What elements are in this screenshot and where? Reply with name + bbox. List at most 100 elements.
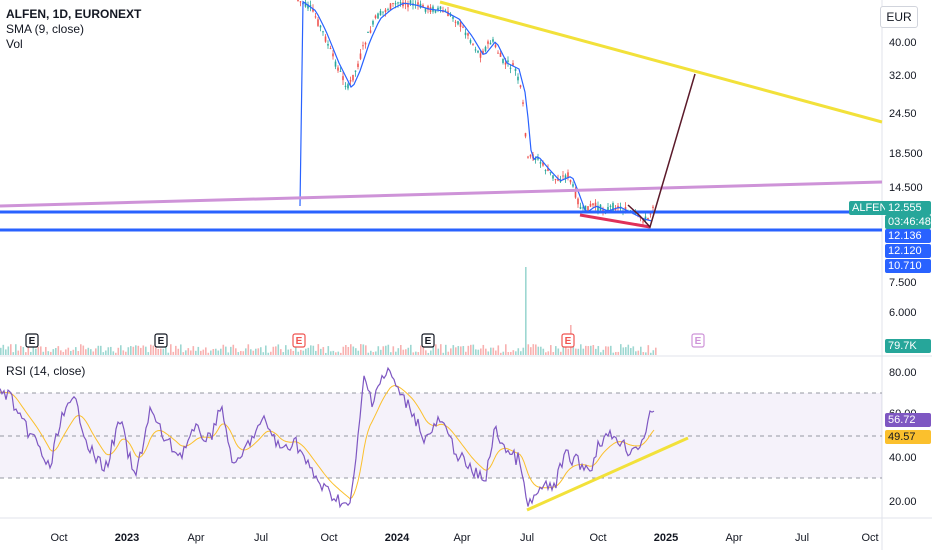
volume-bar [110, 346, 112, 355]
volume-bar [162, 348, 165, 355]
volume-bar [607, 346, 610, 355]
time-axis-label: Jul [520, 532, 534, 544]
volume-bar [215, 348, 217, 355]
candle-body [454, 21, 457, 23]
volume-bar [467, 345, 470, 355]
volume-bar [67, 347, 70, 355]
time-axis-label: Jul [795, 532, 809, 544]
volume-bar [172, 351, 175, 355]
candle-body [389, 3, 392, 10]
time-axis-label: Oct [50, 532, 67, 544]
volume-bar [445, 344, 447, 355]
volume-bar [412, 352, 415, 355]
volume-bar [157, 348, 160, 355]
volume-bar [2, 344, 5, 355]
volume-bar [502, 351, 505, 355]
volume-bar [557, 348, 560, 355]
currency-button[interactable]: EUR [880, 6, 918, 28]
volume-bar [480, 348, 482, 355]
volume-bar [212, 349, 215, 355]
volume-bar [425, 350, 427, 355]
volume-bar [182, 352, 185, 355]
candle-body [594, 202, 597, 207]
candle-body [387, 9, 389, 11]
time-axis-label: Apr [453, 532, 470, 544]
volume-bar [242, 351, 245, 355]
volume-bar [342, 346, 345, 355]
earnings-marker-label: E [695, 336, 702, 347]
volume-bar [35, 348, 37, 355]
volume-bar [627, 344, 630, 355]
candle-body [534, 158, 537, 160]
volume-bar [370, 350, 372, 355]
rsi-tick-label: 20.00 [889, 496, 917, 508]
candle-body [517, 76, 519, 81]
volume-bar [207, 352, 210, 355]
volume-bar [75, 347, 77, 355]
volume-bar [435, 344, 437, 355]
volume-bar [617, 351, 620, 355]
earnings-marker [292, 333, 306, 348]
candle-body [457, 21, 459, 25]
candle-body [347, 84, 349, 89]
volume-bar [267, 352, 270, 355]
volume-bar [532, 344, 535, 355]
volume-bar [225, 346, 227, 355]
earnings-marker-label: E [29, 336, 36, 347]
volume-bar [325, 352, 327, 355]
volume-bar [362, 344, 365, 355]
candle-body [582, 207, 584, 209]
candle-body [574, 189, 577, 198]
earnings-marker-label: E [158, 336, 165, 347]
volume-bar [290, 348, 292, 355]
candle-body [477, 50, 479, 53]
volume-bar [492, 347, 495, 355]
volume-bar [27, 345, 30, 355]
volume-bar [307, 347, 310, 355]
volume-bar [117, 347, 120, 355]
vol-label: Vol [6, 37, 23, 51]
volume-bar [530, 347, 532, 355]
time-axis-label: Apr [187, 532, 204, 544]
volume-bar [337, 351, 340, 355]
volume-bar [165, 346, 167, 355]
volume-bar [95, 348, 97, 355]
volume-bar [380, 349, 382, 355]
volume-bar [277, 344, 280, 355]
volume-bar [495, 350, 497, 355]
earnings-marker [691, 333, 705, 348]
volume-bar [175, 345, 177, 355]
volume-bar [297, 351, 300, 355]
candle-body [502, 58, 504, 63]
volume-bar [262, 352, 265, 355]
rsi-trendline [526, 436, 689, 512]
volume-bar [475, 349, 477, 355]
volume-bar [12, 352, 15, 355]
volume-bar [417, 352, 420, 355]
volume-bar [327, 346, 330, 355]
volume-bar [60, 350, 62, 355]
volume-bar [322, 347, 325, 355]
candle-body [384, 9, 387, 12]
candle-body [462, 26, 464, 28]
candle-body [357, 63, 359, 67]
candle-body [459, 22, 462, 27]
candle-body [547, 168, 549, 171]
volume-bar [387, 344, 390, 355]
volume-bar [647, 345, 650, 355]
candle-body [487, 41, 489, 44]
candle-body [344, 85, 347, 87]
candle-body [647, 217, 649, 220]
volume-bar [120, 345, 122, 355]
candle-body [609, 205, 612, 207]
candle-body [397, 2, 399, 4]
candle-body [379, 10, 382, 16]
volume-bar [552, 352, 555, 355]
volume-bar [485, 348, 487, 355]
volume-bar [637, 350, 640, 355]
candle-body [642, 221, 644, 223]
candle-body [424, 8, 427, 12]
candle-body [339, 70, 342, 72]
rsi-tick-label: 40.00 [889, 452, 917, 464]
volume-bar [70, 350, 72, 355]
